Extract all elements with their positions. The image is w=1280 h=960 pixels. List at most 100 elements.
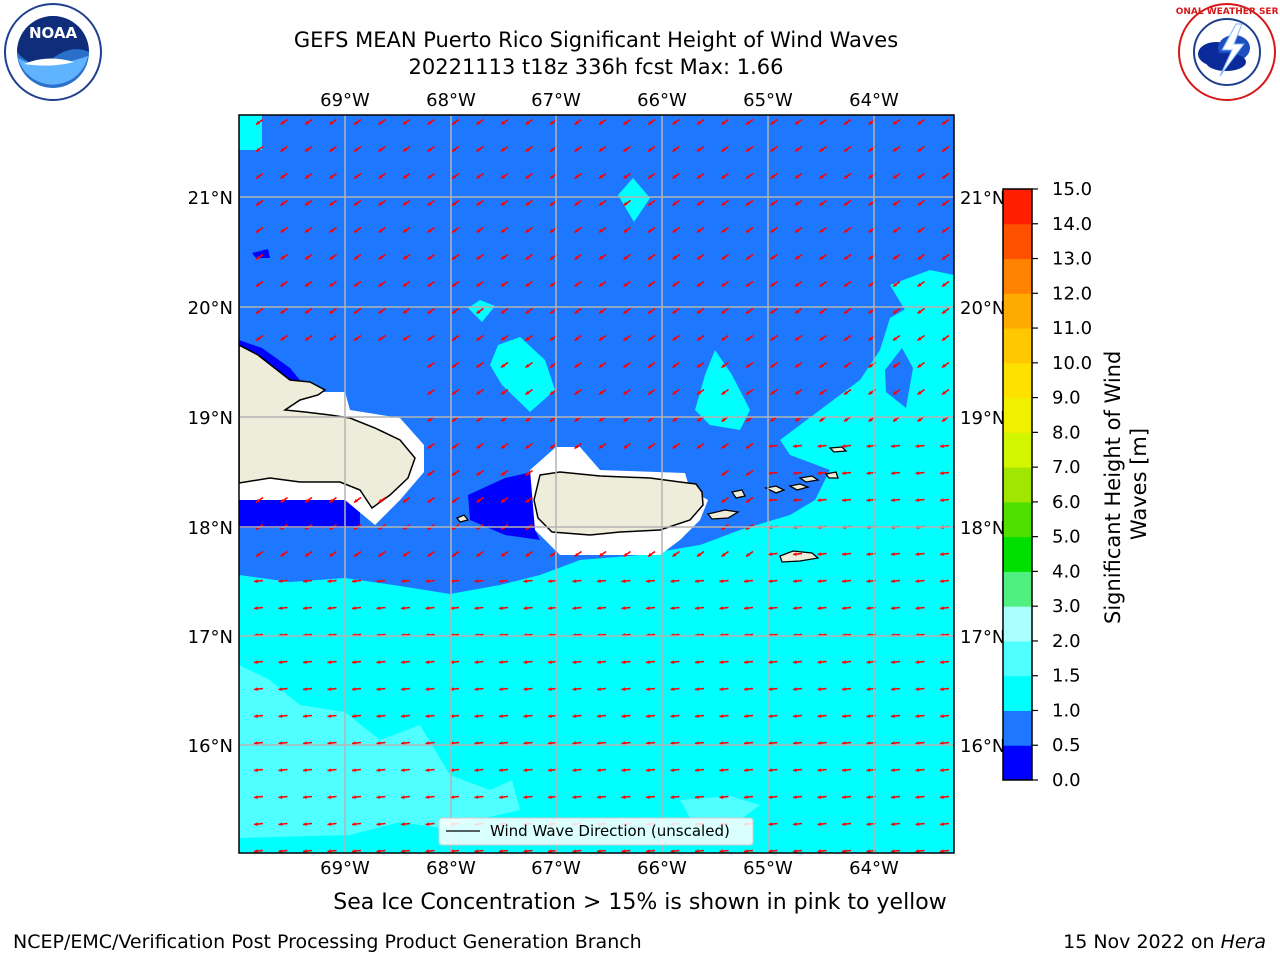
colorbar-swatch [1003, 606, 1032, 642]
wave-direction-arrowhead [672, 552, 677, 557]
wave-direction-arrowhead [819, 174, 824, 179]
wave-direction-arrowhead [917, 201, 922, 206]
wave-direction-arrowhead [646, 579, 650, 584]
wave-direction-arrowhead [501, 174, 505, 179]
wave-direction-arrowhead [866, 444, 871, 449]
wave-direction-arrowhead [842, 687, 846, 692]
wave-direction-arrowhead [940, 795, 944, 800]
wave-direction-arrowhead [648, 552, 652, 557]
wave-direction-arrowhead [280, 336, 285, 341]
wave-direction-arrowhead [574, 444, 579, 449]
wave-direction-arrowhead [770, 282, 775, 287]
wave-direction-arrowhead [844, 282, 848, 287]
wave-direction-arrowhead [352, 606, 356, 611]
wave-direction-arrowhead [719, 795, 724, 800]
wave-direction-arrowhead [795, 417, 799, 422]
wave-direction-arrowhead [868, 417, 873, 422]
wave-direction-arrowhead [623, 309, 628, 314]
wave-direction-arrowhead [917, 336, 922, 341]
colorbar-tick-label: 3.0 [1052, 596, 1081, 617]
wave-direction-arrowhead [499, 795, 503, 800]
wave-direction-arrowhead [352, 849, 356, 853]
wave-direction-arrowhead [744, 714, 748, 719]
wave-direction-arrowhead [768, 795, 773, 800]
wave-direction-arrowhead [525, 552, 530, 557]
wave-direction-arrowhead [721, 336, 726, 341]
wave-direction-arrowhead [793, 795, 797, 800]
wave-direction-arrowhead [476, 201, 481, 206]
wave-direction-arrowhead [842, 741, 846, 746]
wave-direction-arrowhead [770, 309, 775, 314]
wave-direction-arrowhead [768, 552, 773, 557]
wave-direction-arrowhead [303, 714, 307, 719]
wave-direction-arrowhead [940, 498, 944, 503]
wave-direction-arrowhead [868, 363, 873, 368]
wave-direction-arrowhead [303, 660, 307, 665]
wave-direction-arrowhead [891, 660, 895, 665]
wave-direction-arrowhead [891, 768, 895, 773]
lat-label-left: 20°N [188, 298, 233, 319]
wave-direction-arrowhead [866, 471, 871, 476]
wave-direction-arrowhead [646, 606, 650, 611]
wave-direction-arrowhead [942, 336, 946, 341]
wave-direction-arrowhead [329, 498, 334, 503]
wave-direction-arrowhead [768, 714, 773, 719]
wave-direction-arrowhead [550, 282, 554, 287]
wave-direction-arrowhead [354, 336, 358, 341]
wave-direction-arrowhead [768, 822, 773, 827]
wave-direction-arrowhead [303, 849, 307, 853]
wave-direction-arrowhead [403, 147, 407, 152]
wave-direction-arrowhead [915, 849, 920, 853]
wave-direction-arrowhead [942, 417, 946, 422]
wave-direction-arrowhead [427, 255, 432, 260]
wave-direction-arrowhead [329, 552, 334, 557]
wave-direction-arrowhead [770, 201, 775, 206]
wave-direction-arrowhead [868, 201, 873, 206]
wave-direction-arrowhead [476, 174, 481, 179]
wave-direction-arrowhead [819, 120, 824, 125]
wave-direction-arrowhead [354, 552, 358, 557]
wave-direction-arrowhead [327, 822, 332, 827]
wave-band-0-0.5-east [885, 348, 913, 408]
wave-direction-arrowhead [574, 201, 579, 206]
wave-direction-arrowhead [501, 255, 505, 260]
wave-direction-arrowhead [746, 336, 750, 341]
wave-direction-arrowhead [378, 282, 383, 287]
wave-direction-arrowhead [768, 444, 773, 449]
wave-direction-arrowhead [623, 255, 628, 260]
colorbar-swatch [1003, 745, 1032, 781]
wave-direction-arrowhead [721, 147, 726, 152]
wave-direction-arrowhead [401, 579, 405, 584]
wave-direction-arrowhead [746, 120, 750, 125]
wave-direction-arrowhead [501, 228, 505, 233]
wave-direction-arrowhead [303, 768, 307, 773]
wave-direction-arrowhead [329, 336, 334, 341]
colorbar-swatch [1003, 536, 1032, 572]
wave-direction-arrowhead [719, 714, 724, 719]
wave-direction-arrowhead [942, 228, 946, 233]
wave-direction-arrowhead [623, 390, 628, 395]
wave-direction-arrowhead [254, 660, 258, 665]
wave-direction-arrowhead [695, 687, 699, 692]
wave-direction-arrowhead [425, 606, 430, 611]
wave-direction-arrowhead [327, 795, 332, 800]
wave-direction-arrowhead [891, 741, 895, 746]
wave-direction-arrowhead [572, 849, 577, 853]
wave-direction-arrowhead [866, 552, 871, 557]
wave-direction-arrowhead [599, 390, 603, 395]
wave-direction-arrowhead [452, 552, 456, 557]
colorbar-tick-label: 0.0 [1052, 770, 1081, 791]
wave-direction-arrowhead [746, 174, 750, 179]
wave-direction-arrowhead [672, 363, 677, 368]
wave-direction-arrowhead [942, 120, 946, 125]
wave-direction-arrowhead [256, 147, 260, 152]
wave-direction-arrowhead [425, 795, 430, 800]
wave-direction-arrowhead [329, 228, 334, 233]
wave-direction-arrowhead [525, 147, 530, 152]
wave-direction-arrowhead [401, 822, 405, 827]
colorbar-tick-label: 12.0 [1052, 283, 1092, 304]
wave-direction-arrowhead [354, 498, 358, 503]
wave-direction-arrowhead [868, 390, 873, 395]
wave-direction-arrowhead [427, 147, 432, 152]
